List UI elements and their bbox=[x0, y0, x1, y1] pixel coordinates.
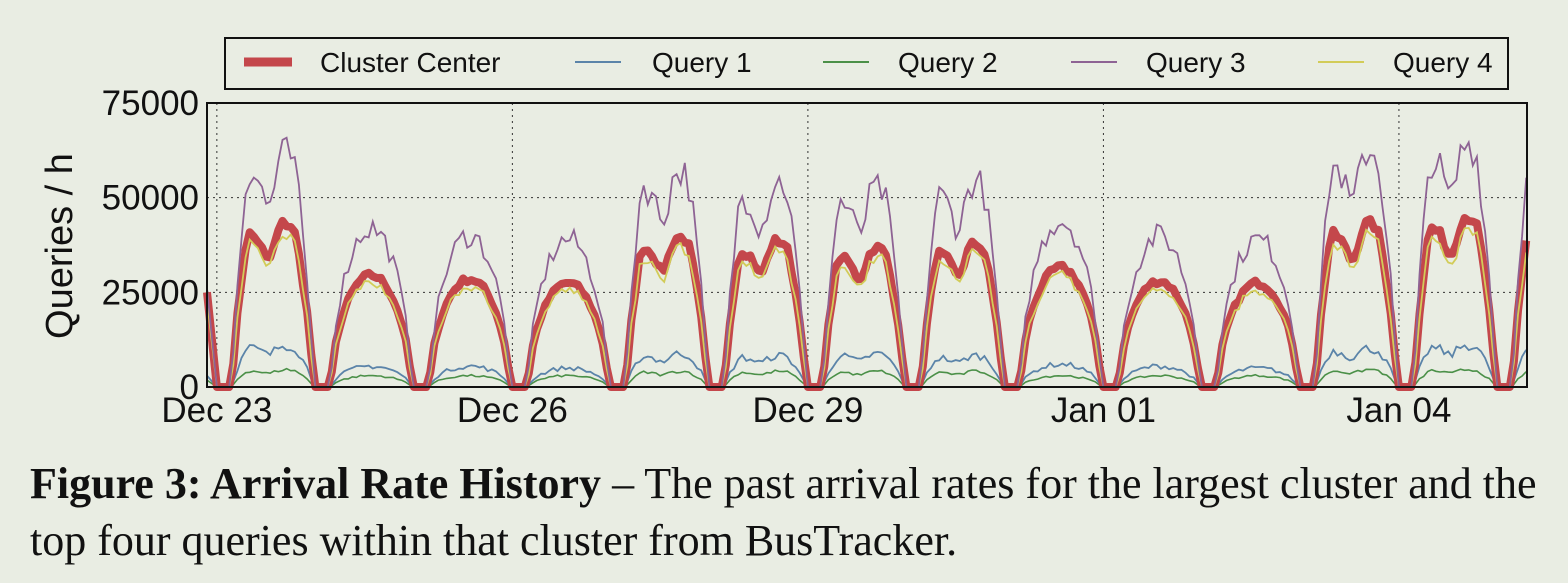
y-axis-label: Queries / h bbox=[39, 153, 81, 339]
x-tick-label: Dec 23 bbox=[161, 391, 272, 430]
axes: 0 25000 50000 75000 Dec 23 Dec 26 Dec 29 Jan 01… bbox=[102, 84, 1528, 430]
figure-caption: Figure 3: Arrival Rate History – The pas… bbox=[30, 455, 1550, 569]
y-tick-label: 25000 bbox=[102, 273, 199, 312]
y-tick-label: 75000 bbox=[102, 84, 199, 123]
caption-text: – The past arrival rates for the largest… bbox=[30, 459, 1537, 565]
caption-label: Figure 3: Arrival Rate History bbox=[30, 459, 602, 508]
y-tick-label: 50000 bbox=[102, 179, 199, 218]
grid bbox=[207, 103, 1527, 387]
series-group bbox=[203, 136, 1531, 391]
legend-label-query4: Query 4 bbox=[1393, 47, 1493, 78]
legend-frame bbox=[224, 37, 1509, 90]
y-tick-label: 0 bbox=[180, 368, 199, 407]
x-tick-label: Jan 01 bbox=[1051, 391, 1156, 430]
x-tick-label: Dec 29 bbox=[752, 391, 863, 430]
legend: Cluster Center Query 1 Query 2 Query 3 Q… bbox=[224, 37, 1509, 90]
x-tick-label: Jan 04 bbox=[1346, 391, 1451, 430]
plot-frame bbox=[206, 102, 1528, 388]
series-line-cluster-center bbox=[203, 214, 1531, 391]
chart: Cluster Center Query 1 Query 2 Query 3 Q… bbox=[39, 37, 1531, 430]
x-tick-label: Dec 26 bbox=[457, 391, 568, 430]
legend-label-query1: Query 1 bbox=[652, 47, 752, 78]
legend-label-query3: Query 3 bbox=[1146, 47, 1246, 78]
legend-label-cluster-center: Cluster Center bbox=[320, 47, 501, 78]
legend-label-query2: Query 2 bbox=[898, 47, 998, 78]
